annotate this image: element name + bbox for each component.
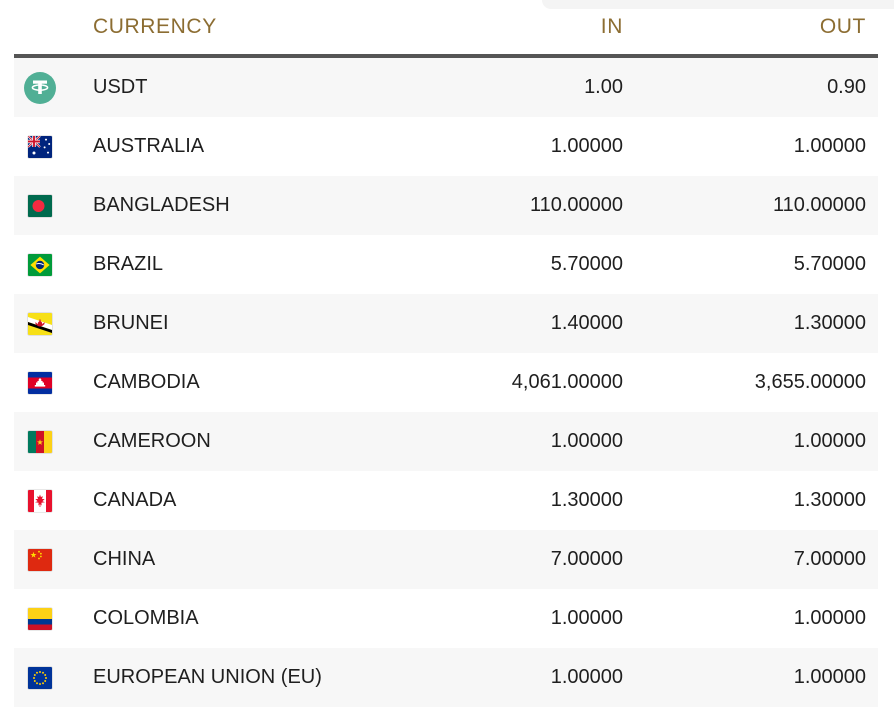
rate-in: 1.40000 (550, 312, 623, 334)
rate-out: 7.00000 (793, 548, 866, 570)
flag-cameroon (22, 424, 58, 460)
rate-in: 4,061.00000 (511, 371, 623, 393)
table-row: CANADA 1.30000 1.30000 (14, 471, 878, 530)
table-header-row: CURRENCY IN OUT (14, 0, 878, 58)
table-row: CAMEROON 1.00000 1.00000 (14, 412, 878, 471)
flag-brazil (22, 247, 58, 283)
rate-out: 1.00000 (793, 666, 866, 688)
flag-cambodia (22, 365, 58, 401)
usdt-icon (22, 70, 58, 106)
rate-in: 5.70000 (550, 253, 623, 275)
flag-canada (22, 483, 58, 519)
currency-name: COLOMBIA (93, 607, 199, 629)
table-row: BANGLADESH 110.00000 110.00000 (14, 176, 878, 235)
currency-rate-table: CURRENCY IN OUT USDT 1.00 0.90 (14, 0, 878, 707)
table-row: BRAZIL 5.70000 5.70000 (14, 235, 878, 294)
rate-in: 1.00000 (550, 607, 623, 629)
header-currency: CURRENCY (93, 15, 217, 38)
flag-china (22, 542, 58, 578)
rate-out: 1.30000 (793, 489, 866, 511)
table-row: BRUNEI 1.40000 1.30000 (14, 294, 878, 353)
currency-name: AUSTRALIA (93, 135, 205, 157)
table-row: USDT 1.00 0.90 (14, 58, 878, 117)
table-row: CHINA 7.00000 7.00000 (14, 530, 878, 589)
rate-in: 1.30000 (550, 489, 623, 511)
flag-brunei (22, 306, 58, 342)
rate-in: 1.00000 (550, 430, 623, 452)
rate-in: 1.00000 (550, 666, 623, 688)
rate-in: 1.00 (584, 76, 623, 98)
currency-name: USDT (93, 76, 148, 98)
currency-name: CAMEROON (93, 430, 211, 452)
rate-in: 7.00000 (550, 548, 623, 570)
header-out: OUT (819, 15, 866, 38)
rate-out: 1.00000 (793, 430, 866, 452)
rate-out: 3,655.00000 (754, 371, 866, 393)
rate-in: 1.00000 (550, 135, 623, 157)
rate-in: 110.00000 (529, 194, 623, 216)
currency-name: BANGLADESH (93, 194, 230, 216)
flag-colombia (22, 601, 58, 637)
table-row: CAMBODIA 4,061.00000 3,655.00000 (14, 353, 878, 412)
flag-australia (22, 129, 58, 165)
table-row: EUROPEAN UNION (EU) 1.00000 1.00000 (14, 648, 878, 707)
rate-out: 5.70000 (793, 253, 866, 275)
rate-out: 1.30000 (793, 312, 866, 334)
currency-name: EUROPEAN UNION (EU) (93, 666, 322, 688)
top-edge-strip (542, 0, 894, 9)
table-row: COLOMBIA 1.00000 1.00000 (14, 589, 878, 648)
table-body: USDT 1.00 0.90 AUSTRALIA 1.00000 1.00000 (14, 58, 878, 707)
currency-name: CAMBODIA (93, 371, 200, 393)
flag-bangladesh (22, 188, 58, 224)
rate-out: 0.90 (827, 76, 866, 98)
rate-out: 110.00000 (772, 194, 866, 216)
header-in: IN (600, 15, 623, 38)
currency-name: CHINA (93, 548, 156, 570)
rate-out: 1.00000 (793, 607, 866, 629)
currency-name: BRUNEI (93, 312, 169, 334)
currency-name: BRAZIL (93, 253, 164, 275)
table-row: AUSTRALIA 1.00000 1.00000 (14, 117, 878, 176)
currency-name: CANADA (93, 489, 177, 511)
rate-out: 1.00000 (793, 135, 866, 157)
flag-eu (22, 660, 58, 696)
